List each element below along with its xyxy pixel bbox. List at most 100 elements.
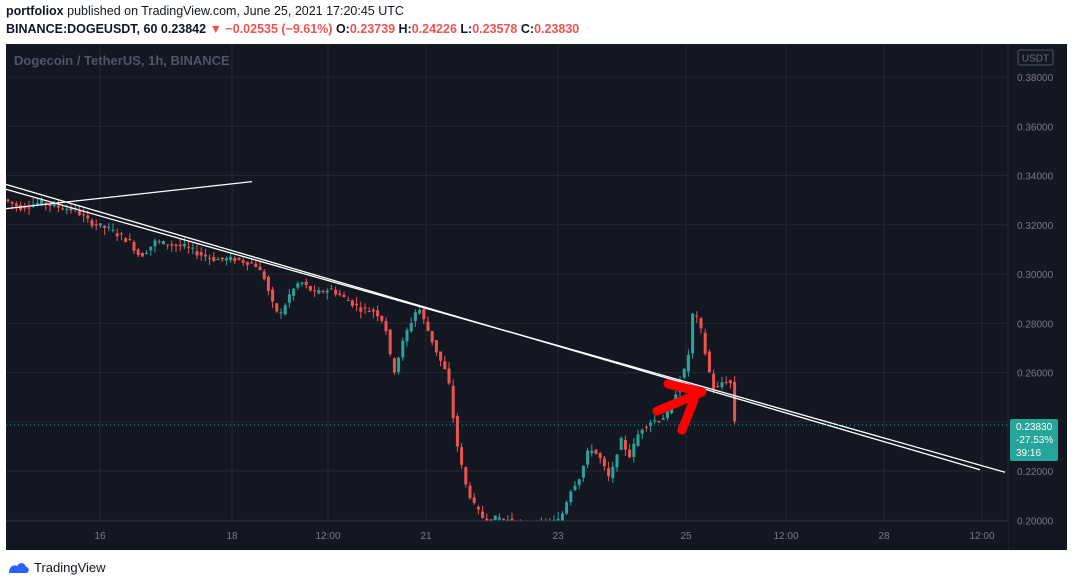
candle-body [695, 315, 699, 317]
candle-body [65, 209, 69, 211]
candle-body [401, 340, 405, 358]
candle-body [733, 381, 737, 422]
candle-body [439, 351, 443, 361]
candle-body [413, 312, 417, 322]
candle-body [82, 214, 86, 216]
candle-body [397, 357, 401, 372]
candle-body [132, 241, 136, 251]
candle-body [61, 208, 65, 210]
candle-body [292, 288, 296, 296]
candle-body [707, 351, 711, 373]
x-tick-label: 12:00 [315, 531, 340, 542]
y-tick-label: 0.28000 [1017, 319, 1054, 330]
down-arrow-icon: ▼ [209, 22, 222, 36]
candle-body [657, 421, 661, 423]
x-tick-label: 18 [226, 531, 238, 542]
x-tick-label: 16 [94, 531, 106, 542]
price-tag-countdown: 39:16 [1016, 448, 1041, 459]
candle-body [506, 519, 510, 521]
candle-body [48, 204, 52, 206]
author-name[interactable]: portfoliox [6, 4, 64, 18]
candle-body [573, 485, 577, 491]
annotation-arrow-icon [652, 379, 707, 435]
candle-body [598, 453, 602, 459]
candle-body [56, 205, 60, 208]
candle-body [296, 283, 300, 288]
candle-body [716, 386, 720, 388]
candle-body [178, 244, 182, 247]
candle-body [166, 244, 170, 246]
candle-body [145, 252, 149, 254]
chart-title: Dogecoin / TetherUS, 1h, BINANCE [14, 53, 230, 68]
footer: TradingView [8, 560, 106, 575]
candle-body [615, 454, 619, 468]
candle-body [224, 258, 228, 261]
candle-body [363, 307, 367, 309]
candle-body [376, 310, 380, 317]
candle-body [161, 241, 165, 245]
candle-body [262, 271, 266, 280]
candle-body [300, 282, 304, 284]
candle-body [460, 447, 464, 465]
candle-body [464, 467, 468, 485]
close-value: 0.23830 [534, 22, 580, 36]
candle-body [720, 382, 724, 387]
candle-body [266, 276, 270, 291]
candle-body [497, 517, 501, 520]
candle-body [233, 258, 237, 262]
x-tick-labels: 16 18 12:00 21 23 25 12:00 28 12:00 [94, 531, 995, 542]
candle-body [447, 368, 451, 384]
candle-body [661, 418, 665, 420]
symbol-info: BINANCE:DOGEUSDT, 60 0.23842 ▼ −0.02535 … [6, 22, 579, 36]
candle-body [724, 382, 728, 384]
candle-body [140, 253, 144, 257]
candle-body [98, 223, 102, 226]
candle-body [27, 207, 31, 209]
candle-body [271, 289, 275, 302]
candle-body [69, 206, 73, 211]
candle-body [241, 260, 245, 263]
published-text: published on TradingView.com, June 25, 2… [67, 4, 404, 18]
candle-body [334, 289, 338, 295]
candle-body [94, 224, 98, 226]
candle-body [149, 246, 153, 251]
candle-body [594, 449, 598, 454]
y-tick-label: 0.22000 [1017, 467, 1054, 478]
candle-body [128, 239, 132, 241]
candle-body [119, 233, 123, 235]
candle-body [250, 262, 254, 264]
candle-body [342, 294, 346, 297]
brand-name[interactable]: TradingView [34, 560, 106, 575]
chart-background [6, 44, 1067, 550]
candle-body [649, 422, 653, 426]
candle-body [275, 303, 279, 312]
candle-body [40, 199, 44, 205]
candle-body [103, 225, 107, 229]
candle-body [258, 266, 262, 271]
candle-body [607, 468, 611, 477]
candle-body [472, 497, 476, 504]
candle-body [182, 243, 186, 247]
candle-body [371, 309, 375, 312]
candle-body [287, 294, 291, 303]
candle-body [384, 320, 388, 332]
time-axis[interactable] [6, 521, 1008, 550]
candle-body [682, 368, 686, 378]
candle-body [560, 513, 564, 521]
x-tick-label: 25 [680, 531, 692, 542]
candle-body [157, 241, 161, 243]
candle-body [359, 307, 363, 312]
candle-body [321, 291, 325, 293]
candle-body [481, 511, 485, 518]
x-tick-label: 28 [878, 531, 890, 542]
candle-body [338, 293, 342, 296]
candle-body [699, 318, 703, 329]
trendline-short[interactable] [4, 181, 253, 210]
y-tick-label: 0.34000 [1017, 172, 1054, 183]
price-axis[interactable] [1008, 44, 1067, 550]
currency-label: USDT [1022, 54, 1049, 65]
currency-badge[interactable] [1017, 49, 1054, 66]
candle-body [325, 290, 329, 293]
candle-body [355, 303, 359, 306]
